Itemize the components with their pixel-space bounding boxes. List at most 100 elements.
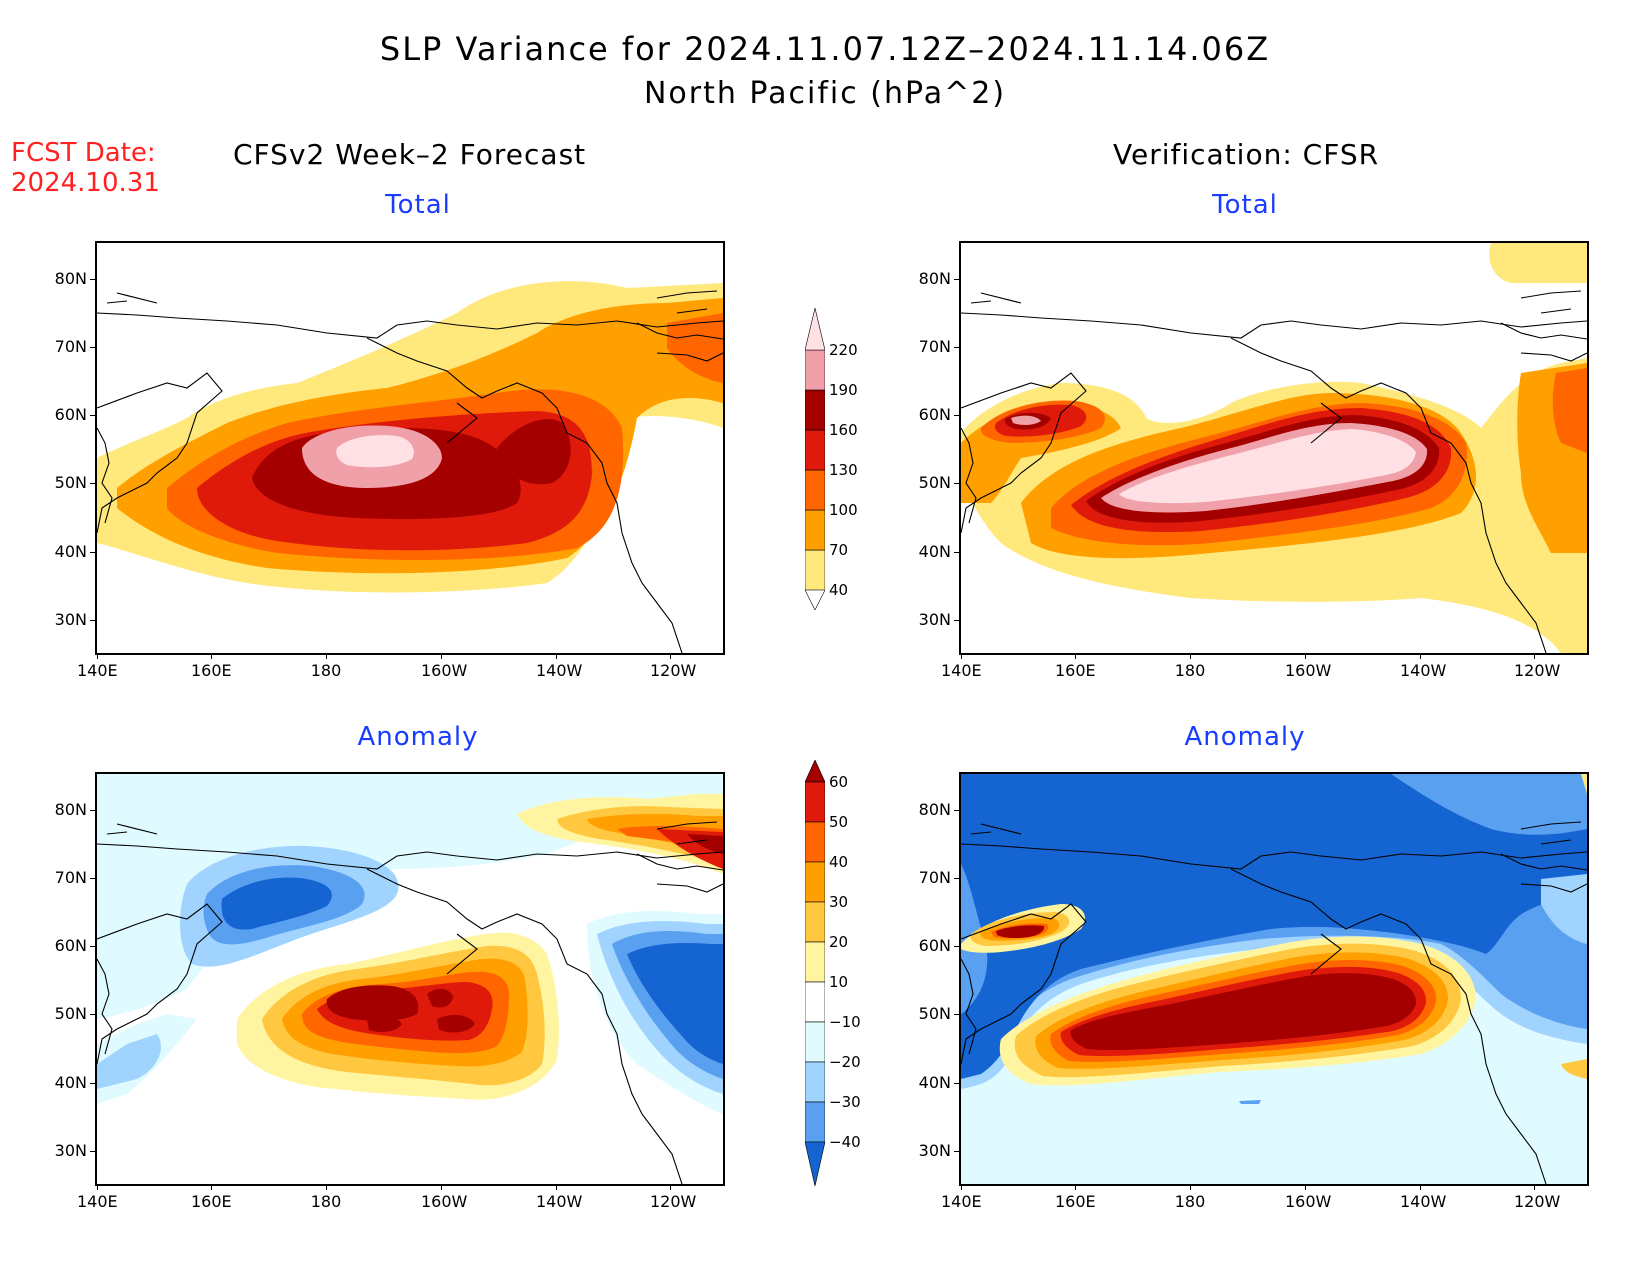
colorbar-level-label: 70 bbox=[829, 541, 849, 559]
colorbar-segment bbox=[804, 307, 826, 351]
y-tick-label: 80N bbox=[54, 269, 87, 288]
colorbar-level-label: 190 bbox=[829, 381, 858, 399]
colorbar-level-label: 130 bbox=[829, 461, 858, 479]
map-forecast-anomaly bbox=[97, 774, 723, 1184]
colorbar-level-label: 50 bbox=[829, 813, 849, 831]
y-tick-mark bbox=[90, 1083, 96, 1084]
y-tick-mark bbox=[954, 620, 960, 621]
y-tick-label: 80N bbox=[918, 800, 951, 819]
x-tick-label: 160E bbox=[191, 1192, 232, 1211]
y-tick-mark bbox=[90, 552, 96, 553]
x-tick-mark bbox=[1305, 1184, 1306, 1190]
y-tick-mark bbox=[954, 1151, 960, 1152]
y-tick-label: 70N bbox=[918, 868, 951, 887]
panel-title-forecast-total: Total bbox=[385, 190, 451, 220]
colorbar-segment bbox=[804, 1021, 826, 1063]
colorbar-level-label: 20 bbox=[829, 933, 849, 951]
y-tick-mark bbox=[954, 279, 960, 280]
y-tick-label: 80N bbox=[918, 269, 951, 288]
x-tick-label: 160E bbox=[1055, 661, 1096, 680]
y-tick-mark bbox=[90, 620, 96, 621]
x-tick-mark bbox=[211, 653, 212, 659]
x-tick-label: 140E bbox=[77, 661, 118, 680]
forecast-date: 2024.10.31 bbox=[11, 168, 160, 198]
x-tick-label: 160E bbox=[191, 661, 232, 680]
x-tick-label: 140E bbox=[77, 1192, 118, 1211]
y-tick-mark bbox=[954, 810, 960, 811]
x-tick-mark bbox=[1190, 1184, 1191, 1190]
colorbar-segment bbox=[804, 509, 826, 551]
x-tick-label: 140W bbox=[1400, 661, 1447, 680]
x-tick-mark bbox=[1305, 653, 1306, 659]
colorbar-segment bbox=[804, 1101, 826, 1143]
variance-contours bbox=[961, 243, 1587, 653]
y-tick-mark bbox=[954, 946, 960, 947]
y-tick-label: 40N bbox=[54, 1073, 87, 1092]
colorbar-level-label: 100 bbox=[829, 501, 858, 519]
x-tick-mark bbox=[556, 1184, 557, 1190]
y-tick-label: 70N bbox=[918, 337, 951, 356]
colorbar-end-arrow bbox=[804, 589, 826, 611]
y-tick-mark bbox=[954, 483, 960, 484]
x-tick-label: 120W bbox=[1514, 661, 1561, 680]
coastlines bbox=[97, 821, 723, 1184]
y-tick-mark bbox=[90, 279, 96, 280]
coastlines bbox=[97, 290, 723, 653]
y-tick-label: 50N bbox=[918, 473, 951, 492]
x-tick-label: 140W bbox=[536, 661, 583, 680]
colorbar-segment bbox=[804, 981, 826, 1023]
x-tick-label: 120W bbox=[1514, 1192, 1561, 1211]
x-tick-mark bbox=[211, 1184, 212, 1190]
y-tick-mark bbox=[954, 347, 960, 348]
x-tick-label: 140E bbox=[941, 1192, 982, 1211]
x-tick-mark bbox=[441, 653, 442, 659]
y-tick-label: 60N bbox=[918, 936, 951, 955]
x-tick-label: 120W bbox=[650, 1192, 697, 1211]
x-tick-mark bbox=[670, 1184, 671, 1190]
coastlines bbox=[961, 821, 1587, 1184]
map-verification-total bbox=[961, 243, 1587, 653]
y-tick-label: 60N bbox=[918, 405, 951, 424]
y-tick-label: 60N bbox=[54, 936, 87, 955]
colorbar-level-label: 160 bbox=[829, 421, 858, 439]
y-tick-label: 30N bbox=[54, 1141, 87, 1160]
colorbar-segment bbox=[804, 429, 826, 471]
x-tick-mark bbox=[97, 1184, 98, 1190]
x-tick-mark bbox=[1190, 653, 1191, 659]
y-tick-label: 40N bbox=[918, 1073, 951, 1092]
main-subtitle: North Pacific (hPa^2) bbox=[643, 76, 1007, 111]
y-tick-label: 60N bbox=[54, 405, 87, 424]
x-tick-mark bbox=[1420, 653, 1421, 659]
colorbar-segment bbox=[804, 821, 826, 863]
y-tick-label: 70N bbox=[54, 868, 87, 887]
y-tick-label: 80N bbox=[54, 800, 87, 819]
x-tick-label: 140W bbox=[536, 1192, 583, 1211]
colorbar-total: 40 70 100 130 160 190 220 bbox=[804, 286, 858, 611]
y-tick-mark bbox=[90, 415, 96, 416]
y-tick-mark bbox=[954, 552, 960, 553]
y-tick-label: 40N bbox=[54, 542, 87, 561]
x-tick-label: 160W bbox=[1285, 1192, 1332, 1211]
main-title: SLP Variance for 2024.11.07.12Z–2024.11.… bbox=[379, 30, 1271, 68]
colorbar-segment bbox=[804, 1061, 826, 1103]
y-tick-label: 40N bbox=[918, 542, 951, 561]
x-tick-label: 120W bbox=[650, 661, 697, 680]
x-tick-mark bbox=[670, 653, 671, 659]
map-verification-anomaly bbox=[961, 774, 1587, 1184]
left-column-title: CFSv2 Week–2 Forecast bbox=[233, 138, 587, 171]
x-tick-label: 160W bbox=[1285, 661, 1332, 680]
y-tick-mark bbox=[90, 1014, 96, 1015]
colorbar-segment bbox=[804, 781, 826, 823]
x-tick-mark bbox=[441, 1184, 442, 1190]
panel-title-verification-anomaly: Anomaly bbox=[1184, 722, 1306, 752]
colorbar-anomaly: 60 50 40 30 20 10 −10 −20 −30 −40 bbox=[804, 759, 861, 1206]
colorbar-level-label: 60 bbox=[829, 773, 849, 791]
y-tick-label: 50N bbox=[918, 1004, 951, 1023]
colorbar-level-label: 40 bbox=[829, 581, 849, 599]
y-tick-label: 30N bbox=[918, 1141, 951, 1160]
x-tick-label: 140W bbox=[1400, 1192, 1447, 1211]
y-tick-label: 50N bbox=[54, 473, 87, 492]
x-tick-mark bbox=[1534, 1184, 1535, 1190]
x-tick-label: 160W bbox=[421, 661, 468, 680]
x-tick-label: 160W bbox=[421, 1192, 468, 1211]
